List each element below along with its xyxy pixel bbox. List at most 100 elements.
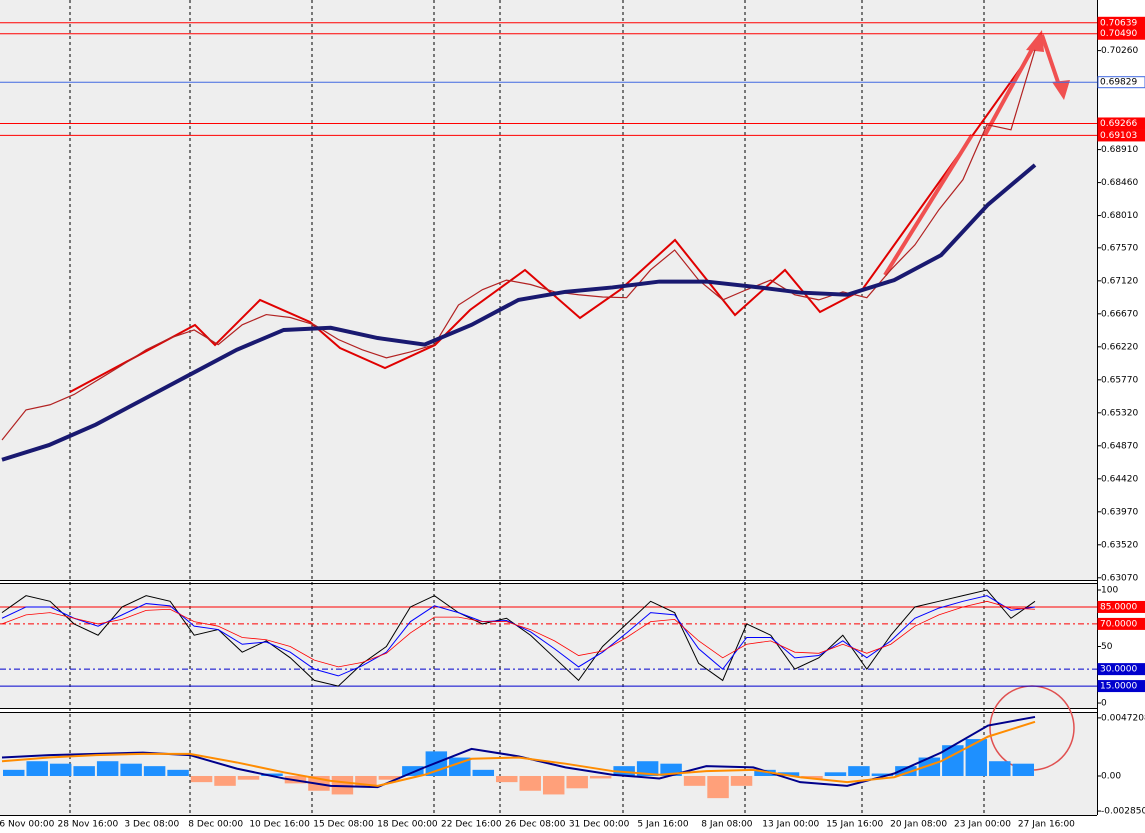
level-label: 0.69829 bbox=[1100, 78, 1137, 88]
histogram-bar bbox=[237, 775, 260, 780]
vertical-grid bbox=[69, 0, 985, 815]
y-tick-label: 0.63970 bbox=[1101, 507, 1138, 517]
level-label: 0.70490 bbox=[1100, 29, 1137, 39]
histogram-bar bbox=[472, 769, 495, 776]
histogram-bar bbox=[519, 775, 541, 791]
histogram-bar bbox=[848, 766, 870, 776]
y-tick-label: 100 bbox=[1101, 586, 1118, 596]
histogram-bar bbox=[73, 766, 95, 776]
histogram-bar bbox=[777, 772, 800, 776]
series-line bbox=[1, 163, 1037, 462]
histogram-bar bbox=[683, 775, 706, 786]
level-label-box bbox=[1097, 600, 1145, 613]
level-label: 85.0000 bbox=[1100, 602, 1137, 612]
histogram-bar bbox=[707, 775, 729, 799]
y-tick-label: -0.002850 bbox=[1101, 807, 1145, 817]
histogram-bar bbox=[824, 772, 847, 776]
histogram-bar bbox=[801, 775, 823, 779]
histogram-bar bbox=[989, 761, 1011, 776]
x-tick-label: 26 Nov 00:00 bbox=[0, 820, 55, 830]
y-tick-label: 0.67120 bbox=[1101, 276, 1138, 286]
arrow bbox=[883, 133, 974, 277]
x-tick-label: 26 Dec 08:00 bbox=[505, 820, 566, 830]
histogram-bar bbox=[3, 769, 25, 776]
panel-borders bbox=[0, 0, 1098, 816]
y-tick-label: 0.66670 bbox=[1101, 309, 1138, 319]
series-line bbox=[1, 720, 1036, 787]
y-tick-label: 0.64870 bbox=[1101, 441, 1138, 451]
level-label-box bbox=[1097, 129, 1145, 142]
histogram-bar bbox=[965, 739, 988, 776]
x-tick-label: 28 Nov 16:00 bbox=[58, 820, 119, 830]
arrow-head bbox=[1026, 30, 1044, 52]
histogram-bar bbox=[918, 757, 941, 776]
level-label-box bbox=[1097, 617, 1145, 630]
x-tick-label: 5 Jan 16:00 bbox=[637, 820, 689, 830]
x-tick-label: 8 Dec 00:00 bbox=[188, 820, 243, 830]
x-tick-label: 23 Jan 00:00 bbox=[954, 820, 1011, 830]
y-tick-label: 0.68010 bbox=[1101, 211, 1138, 221]
arrow-drawings bbox=[883, 30, 1070, 277]
zigzag-drawing bbox=[69, 54, 1031, 393]
x-tick-label: 20 Jan 08:00 bbox=[890, 820, 947, 830]
y-tick-label: 0.63520 bbox=[1101, 540, 1138, 550]
series-line bbox=[1, 589, 1036, 687]
level-label: 30.0000 bbox=[1100, 665, 1137, 675]
y-tick-label: 0.68460 bbox=[1101, 178, 1138, 188]
histogram-bar bbox=[26, 761, 48, 776]
y-tick-label: 0.00 bbox=[1101, 771, 1121, 781]
series-line bbox=[1, 49, 1036, 441]
level-label-box bbox=[1097, 117, 1145, 130]
histogram-bar bbox=[754, 769, 776, 776]
level-label-box bbox=[1097, 76, 1145, 89]
histogram-bar bbox=[1012, 763, 1034, 776]
level-label: 0.70639 bbox=[1100, 18, 1137, 28]
y-tick-label: 0.66220 bbox=[1101, 342, 1138, 352]
histogram-bar bbox=[566, 775, 588, 789]
histogram-bar bbox=[402, 766, 424, 776]
histogram-bar bbox=[730, 775, 753, 786]
y-tick-label: 0.70260 bbox=[1101, 46, 1138, 56]
histogram-bar bbox=[190, 775, 213, 783]
x-tick-label: 18 Dec 00:00 bbox=[377, 820, 438, 830]
x-tick-label: 3 Dec 08:00 bbox=[124, 820, 179, 830]
arrow-head bbox=[1052, 80, 1070, 100]
y-tick-label: 0.67570 bbox=[1101, 243, 1138, 253]
histogram-bar bbox=[636, 761, 659, 776]
x-tick-label: 22 Dec 16:00 bbox=[441, 820, 502, 830]
level-label-box bbox=[1097, 680, 1145, 693]
histogram-bar bbox=[378, 775, 401, 780]
y-tick-label: 0.0047208 bbox=[1101, 713, 1145, 723]
histogram-bar bbox=[542, 775, 565, 795]
y-tick-label: 0.63070 bbox=[1101, 573, 1138, 583]
histogram-bar bbox=[449, 757, 471, 776]
histogram-bar bbox=[261, 773, 283, 776]
x-tick-label: 15 Jan 16:00 bbox=[826, 820, 883, 830]
y-tick-label: 0.64420 bbox=[1101, 474, 1138, 484]
histogram-bar bbox=[871, 773, 894, 776]
series-line bbox=[1, 595, 1036, 677]
level-label: 0.69266 bbox=[1100, 119, 1137, 129]
oscillator-panel bbox=[0, 583, 1097, 708]
x-tick-label: 13 Jan 00:00 bbox=[762, 820, 819, 830]
level-label: 70.0000 bbox=[1100, 619, 1137, 629]
x-tick-label: 27 Jan 16:00 bbox=[1018, 820, 1075, 830]
histogram-bar bbox=[355, 775, 377, 786]
x-tick-label: 31 Dec 00:00 bbox=[569, 820, 630, 830]
x-tick-label: 8 Jan 08:00 bbox=[701, 820, 753, 830]
arrow bbox=[1040, 34, 1062, 89]
x-tick-label: 10 Dec 16:00 bbox=[249, 820, 310, 830]
histogram-bar bbox=[120, 763, 142, 776]
arrow bbox=[983, 41, 1038, 136]
histogram-bar bbox=[496, 775, 518, 783]
histogram-bar bbox=[96, 761, 119, 776]
y-tick-label: 0.68910 bbox=[1101, 145, 1138, 155]
level-label: 0.69103 bbox=[1100, 131, 1137, 141]
y-tick-label: 0.65320 bbox=[1101, 408, 1138, 418]
histogram-bar bbox=[167, 769, 189, 776]
y-tick-label: 0.65770 bbox=[1101, 375, 1138, 385]
histogram-bar bbox=[49, 763, 72, 776]
histogram-bar bbox=[895, 766, 917, 776]
histogram-bar bbox=[589, 775, 612, 779]
histogram-bar bbox=[214, 775, 236, 786]
